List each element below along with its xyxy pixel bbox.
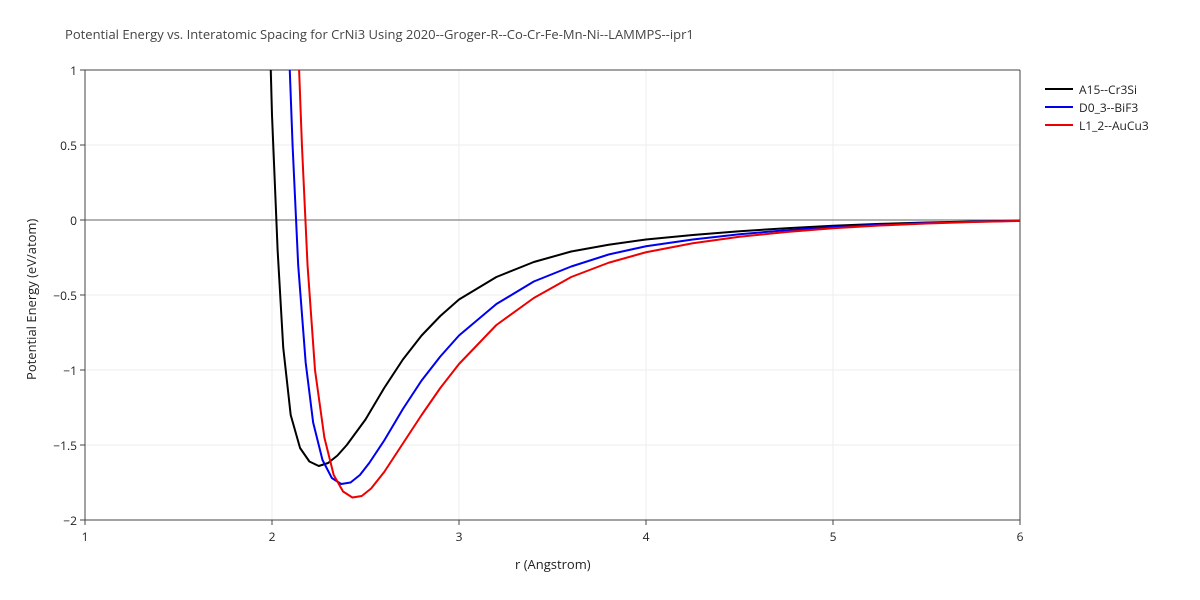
y-tick-label: 0 — [37, 212, 77, 229]
y-tick-label: −0.5 — [37, 287, 77, 304]
y-tick-label: 0.5 — [37, 137, 77, 154]
y-tick-label: 1 — [37, 62, 77, 79]
x-tick-label: 1 — [82, 528, 89, 545]
y-tick-label: −1.5 — [37, 437, 77, 454]
chart-container: Potential Energy vs. Interatomic Spacing… — [0, 0, 1200, 600]
legend: A15--Cr3SiD0_3--BiF3L1_2--AuCu3 — [1045, 80, 1149, 134]
legend-item[interactable]: A15--Cr3Si — [1045, 80, 1149, 98]
legend-swatch — [1045, 106, 1073, 108]
legend-label: D0_3--BiF3 — [1079, 99, 1138, 116]
plot-area[interactable] — [85, 70, 1021, 521]
legend-item[interactable]: L1_2--AuCu3 — [1045, 116, 1149, 134]
x-tick-label: 2 — [269, 528, 276, 545]
legend-item[interactable]: D0_3--BiF3 — [1045, 98, 1149, 116]
legend-swatch — [1045, 88, 1073, 90]
x-tick-label: 5 — [830, 528, 837, 545]
x-tick-label: 6 — [1017, 528, 1024, 545]
x-axis-label: r (Angstrom) — [515, 555, 591, 573]
legend-label: L1_2--AuCu3 — [1079, 117, 1149, 134]
y-tick-label: −1 — [37, 362, 77, 379]
legend-label: A15--Cr3Si — [1079, 81, 1137, 98]
legend-swatch — [1045, 124, 1073, 126]
x-tick-label: 3 — [456, 528, 463, 545]
y-tick-label: −2 — [37, 512, 77, 529]
x-tick-label: 4 — [643, 528, 650, 545]
chart-title: Potential Energy vs. Interatomic Spacing… — [65, 25, 694, 43]
